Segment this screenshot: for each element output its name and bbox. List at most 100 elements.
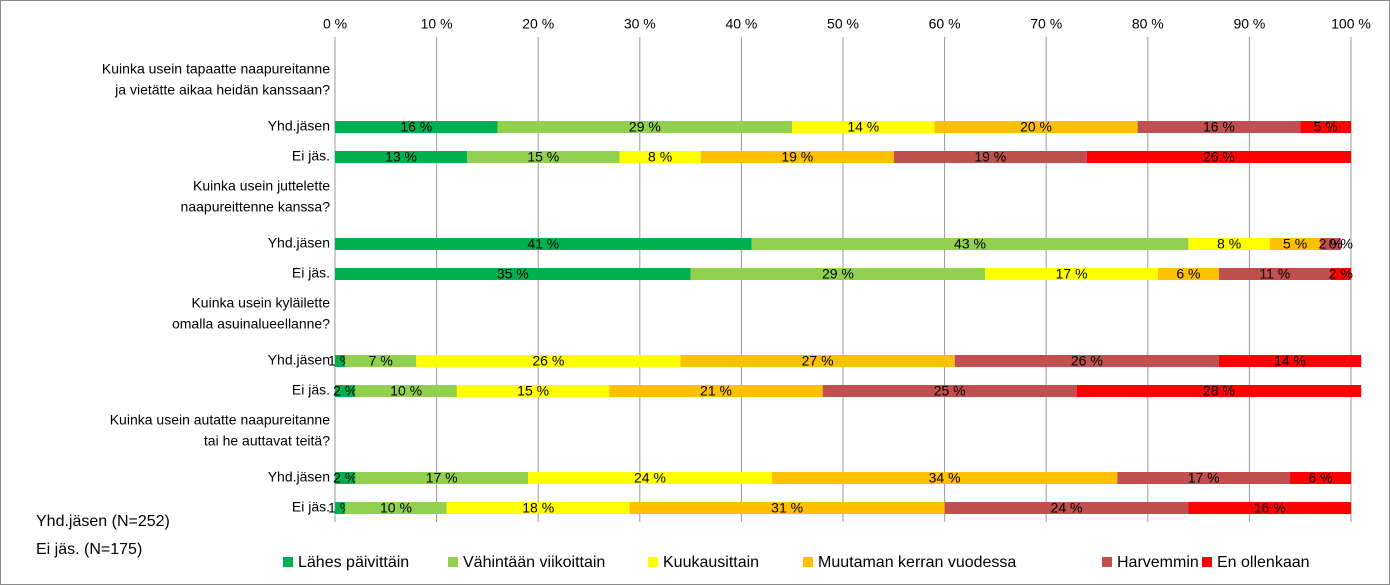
bar-segment bbox=[497, 121, 793, 133]
legend-label: En ollenkaan bbox=[1217, 554, 1310, 571]
question-label: Kuinka usein tapaatte naapureitanne bbox=[102, 61, 330, 77]
x-tick-label: 20 % bbox=[522, 16, 554, 32]
question-label: omalla asuinalueellanne? bbox=[172, 316, 330, 332]
legend-label: Lähes päivittäin bbox=[298, 554, 409, 571]
data-label: 10 % bbox=[390, 383, 422, 399]
bar-segment bbox=[1157, 268, 1219, 280]
legend-label: Kuukausittain bbox=[663, 554, 759, 571]
legend-swatch bbox=[1102, 557, 1112, 567]
bar-segment bbox=[335, 385, 356, 397]
question-label: Kuinka usein kyläilette bbox=[191, 295, 330, 311]
x-tick-label: 90 % bbox=[1233, 16, 1265, 32]
y-tick-label: Yhd.jäsen bbox=[268, 469, 330, 485]
x-tick-label: 10 % bbox=[421, 16, 453, 32]
bar-segment bbox=[985, 268, 1158, 280]
x-tick-label: 70 % bbox=[1030, 16, 1062, 32]
data-label: 15 % bbox=[527, 149, 559, 165]
data-label: 14 % bbox=[1274, 353, 1306, 369]
legend-label: Muutaman kerran vuodessa bbox=[818, 554, 1016, 571]
bar-segment bbox=[1117, 472, 1291, 484]
y-tick-label: Yhd.jäsen bbox=[268, 352, 330, 368]
legend-swatch bbox=[283, 557, 293, 567]
data-label: 25 % bbox=[934, 383, 966, 399]
data-label: 5 % bbox=[1314, 119, 1338, 135]
y-tick-label: Ei jäs. bbox=[292, 265, 330, 281]
bar-segment bbox=[335, 355, 346, 367]
data-label: 24 % bbox=[634, 470, 666, 486]
legend-label: Vähintään viikoittain bbox=[463, 554, 605, 571]
data-label: 21 % bbox=[700, 383, 732, 399]
bar-segment bbox=[792, 121, 935, 133]
bar-segment bbox=[1290, 472, 1351, 484]
bar-segment bbox=[1086, 151, 1351, 163]
bar-segment bbox=[1330, 268, 1351, 280]
bar-segment bbox=[335, 238, 752, 250]
data-label: 10 % bbox=[380, 500, 412, 516]
data-label: 6 % bbox=[1176, 266, 1200, 282]
x-tick-label: 40 % bbox=[725, 16, 757, 32]
x-tick-label: 100 % bbox=[1331, 16, 1371, 32]
note: Ei jäs. (N=175) bbox=[36, 541, 142, 558]
bar-segment bbox=[954, 355, 1219, 367]
bar-segment bbox=[629, 502, 945, 514]
data-label: 16 % bbox=[400, 119, 432, 135]
question-label: Kuinka usein juttelette bbox=[193, 178, 330, 194]
bar-segment bbox=[771, 472, 1118, 484]
legend-swatch bbox=[448, 557, 458, 567]
bar-segment bbox=[893, 151, 1087, 163]
question-label: tai he auttavat teitä? bbox=[204, 433, 330, 449]
bar-segment bbox=[1300, 121, 1351, 133]
legend-swatch bbox=[648, 557, 658, 567]
data-label: 19 % bbox=[974, 149, 1006, 165]
data-label: 17 % bbox=[1056, 266, 1088, 282]
data-label: 15 % bbox=[517, 383, 549, 399]
data-label: 11 % bbox=[1259, 266, 1290, 282]
bar-segment bbox=[680, 355, 955, 367]
bar-segment bbox=[446, 502, 630, 514]
bar-segment bbox=[335, 502, 346, 514]
legend-label: Harvemmin bbox=[1117, 554, 1199, 571]
data-label: 17 % bbox=[1188, 470, 1220, 486]
data-label: 41 % bbox=[527, 236, 559, 252]
bar-segment bbox=[1218, 268, 1331, 280]
legend-swatch bbox=[803, 557, 813, 567]
data-label: 16 % bbox=[1203, 119, 1235, 135]
y-tick-label: Ei jäs. bbox=[292, 382, 330, 398]
y-tick-label: Ei jäs. bbox=[292, 499, 330, 515]
data-label: 28 % bbox=[1203, 383, 1235, 399]
bar-segment bbox=[619, 151, 701, 163]
bar-segment bbox=[1188, 238, 1270, 250]
bar-segment bbox=[335, 472, 356, 484]
data-label: 0 % bbox=[1329, 236, 1353, 252]
data-label: 8 % bbox=[1217, 236, 1241, 252]
data-label: 14 % bbox=[847, 119, 879, 135]
bar-segment bbox=[1218, 355, 1362, 367]
data-label: 2 % bbox=[333, 383, 357, 399]
bar-segment bbox=[1076, 385, 1362, 397]
data-label: 26 % bbox=[1071, 353, 1103, 369]
bar-segment bbox=[335, 121, 498, 133]
data-label: 24 % bbox=[1051, 500, 1083, 516]
bar-segment bbox=[528, 472, 772, 484]
data-label: 34 % bbox=[929, 470, 961, 486]
data-label: 2 % bbox=[1329, 266, 1353, 282]
data-label: 20 % bbox=[1020, 119, 1052, 135]
bar-segment bbox=[751, 238, 1189, 250]
bar-segment bbox=[335, 268, 691, 280]
data-label: 43 % bbox=[954, 236, 986, 252]
data-label: 8 % bbox=[648, 149, 672, 165]
question-label: Kuinka usein autatte naapureitanne bbox=[110, 412, 330, 428]
data-label: 13 % bbox=[385, 149, 417, 165]
data-label: 2 % bbox=[333, 470, 357, 486]
data-label: 26 % bbox=[1203, 149, 1235, 165]
bar-segment bbox=[467, 151, 620, 163]
question-label: naapureittenne kanssa? bbox=[181, 199, 331, 215]
bar-segment bbox=[1269, 238, 1321, 250]
bar-segment bbox=[1137, 121, 1301, 133]
data-label: 2 % bbox=[1319, 236, 1343, 252]
y-tick-label: Ei jäs. bbox=[292, 148, 330, 164]
bar-segment bbox=[345, 502, 447, 514]
data-label: 17 % bbox=[426, 470, 458, 486]
